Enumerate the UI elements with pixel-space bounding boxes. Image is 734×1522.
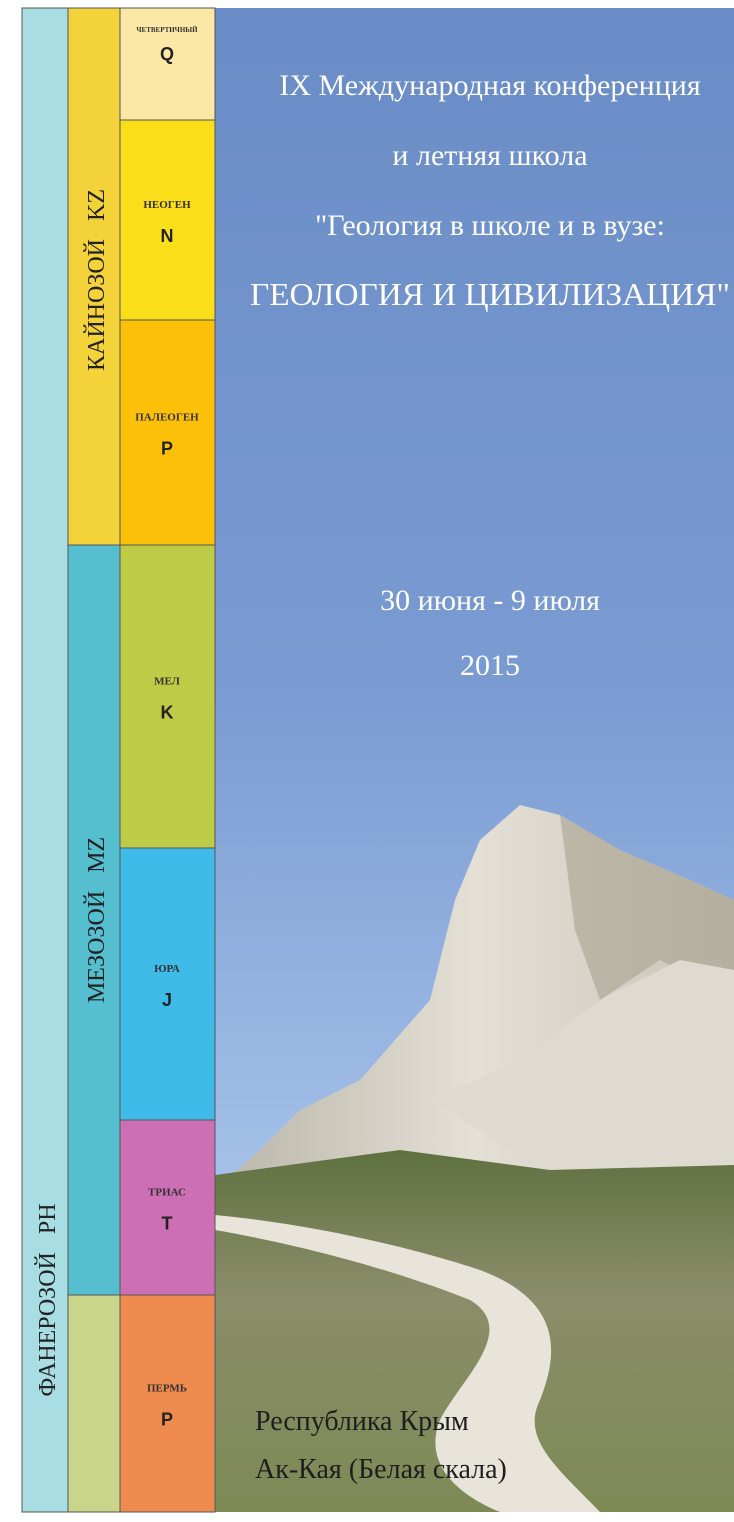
period-name: ПАЛЕОГЕН [135,412,199,424]
title-line: и летняя школа [392,139,587,172]
period-name: ЧЕТВЕРТИЧНЫЙ [136,26,198,34]
period-name: МЕЛ [154,676,181,688]
period-band [120,8,215,120]
title-line: IX Международная конференция [279,69,701,102]
era-label: КАЙНОЗОЙ KZ [84,189,110,371]
period-name: ЮРА [154,963,180,975]
location-line: Ак-Кая (Белая скала) [255,1454,507,1485]
year: 2015 [460,649,520,682]
period-band [120,848,215,1120]
period-band [120,1120,215,1295]
eon-label: ФАНЕРОЗОЙ PH [35,1203,61,1396]
period-name: ПЕРМЬ [147,1383,187,1395]
eon-name: ФАНЕРОЗОЙ [35,1252,61,1396]
dates: 30 июня - 9 июля [380,584,600,617]
period-name: НЕОГЕН [143,199,191,211]
era-label: МЕЗОЗОЙ MZ [84,837,110,1003]
period-code: P [161,1410,173,1430]
eon-code: PH [35,1203,61,1234]
period-code: Q [160,44,174,64]
period-band [120,1295,215,1512]
period-code: J [162,990,172,1010]
period-band [120,545,215,848]
period-code: T [162,1214,173,1234]
title-line: ГЕОЛОГИЯ И ЦИВИЛИЗАЦИЯ" [250,276,730,312]
era-code: KZ [84,189,110,221]
location-line: Республика Крым [255,1406,469,1437]
period-code: N [161,226,174,246]
period-band [120,120,215,320]
period-band [120,320,215,545]
era-band [68,1295,120,1512]
period-code: P [161,439,173,459]
period-code: K [161,703,174,723]
title-line: "Геология в школе и в вузе: [315,209,665,242]
era-name: КАЙНОЗОЙ [84,239,110,371]
period-name: ТРИАС [148,1187,186,1199]
era-name: МЕЗОЗОЙ [84,891,110,1003]
era-code: MZ [84,837,110,873]
poster: ЧЕТВЕРТИЧНЫЙ Q НЕОГЕН N ПАЛЕОГЕН P МЕЛ K ЮРА J ТРИ… [0,0,734,1522]
